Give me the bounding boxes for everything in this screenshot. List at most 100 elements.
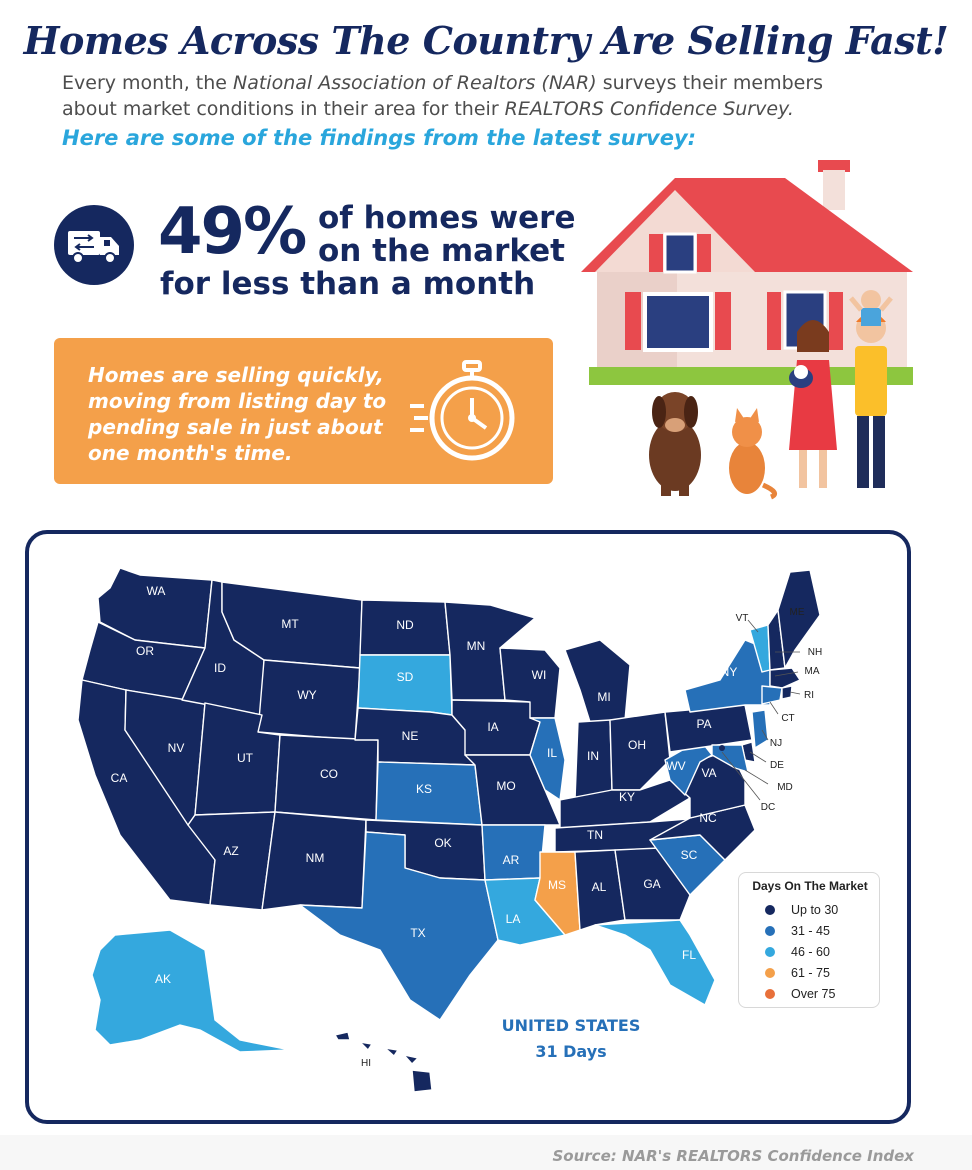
- intro-text: Every month, the: [62, 72, 233, 94]
- label-wi: WI: [532, 668, 547, 682]
- label-tn: TN: [587, 828, 603, 842]
- label-hi: HI: [361, 1058, 371, 1069]
- stat-line-2: on the market: [318, 233, 566, 269]
- label-ct: CT: [781, 713, 794, 724]
- label-nh: NH: [808, 647, 822, 658]
- state-mi: [564, 639, 631, 723]
- callout-line-2: moving from listing day to: [88, 389, 387, 413]
- label-me: ME: [790, 607, 805, 618]
- label-ca: CA: [111, 771, 128, 785]
- stat-line-3: for less than a month: [160, 266, 536, 302]
- legend-item: 31 - 45: [765, 922, 830, 938]
- label-ak: AK: [155, 972, 171, 986]
- label-wv: WV: [666, 759, 685, 773]
- legend-swatch: [765, 904, 775, 915]
- state-il: [529, 717, 566, 801]
- label-al: AL: [592, 880, 607, 894]
- legend-swatch: [765, 967, 775, 978]
- state-fl: [594, 919, 716, 1006]
- state-oh: [609, 711, 671, 791]
- leader-line: [744, 769, 769, 785]
- label-oh: OH: [628, 738, 646, 752]
- label-co: CO: [320, 767, 338, 781]
- label-sc: SC: [681, 848, 698, 862]
- legend-label: 61 - 75: [791, 965, 830, 980]
- label-md: MD: [777, 782, 793, 793]
- callout-line-4: one month's time.: [88, 441, 293, 465]
- label-ky: KY: [619, 790, 635, 804]
- intro-line-2: about market conditions in their area fo…: [62, 98, 794, 120]
- legend-swatch: [765, 946, 775, 957]
- legend-label: Up to 30: [791, 902, 839, 917]
- label-ks: KS: [416, 782, 432, 796]
- legend-label: Over 75: [791, 986, 836, 1001]
- leader-line: [747, 619, 759, 633]
- legend-item: Up to 30: [765, 901, 838, 917]
- label-mt: MT: [281, 617, 299, 631]
- state-md: [711, 744, 749, 773]
- label-pa: PA: [696, 717, 711, 731]
- label-ri: RI: [804, 690, 814, 701]
- legend-swatch: [765, 925, 775, 936]
- leader-line: [761, 729, 769, 741]
- intro-text: about market conditions in their area fo…: [62, 98, 505, 120]
- stat-percent: 49%: [158, 195, 307, 269]
- dc-marker: [719, 745, 725, 751]
- state-tx: [299, 831, 499, 1021]
- label-or: OR: [136, 644, 154, 658]
- label-va: VA: [701, 766, 716, 780]
- house-family-illustration: [575, 150, 920, 504]
- label-tx: TX: [410, 926, 425, 940]
- state-sd: [357, 654, 453, 716]
- page-title: Homes Across The Country Are Selling Fas…: [23, 18, 949, 63]
- state-ri: [781, 685, 793, 700]
- legend-label: 31 - 45: [791, 923, 830, 938]
- label-in: IN: [587, 749, 599, 763]
- stat-line-1: of homes were: [318, 200, 576, 236]
- label-id: ID: [214, 661, 226, 675]
- findings-subtitle: Here are some of the findings from the l…: [62, 126, 697, 150]
- state-ak: [91, 929, 291, 1053]
- state-ct: [761, 685, 783, 705]
- leader-line: [769, 701, 779, 715]
- label-ar: AR: [503, 853, 520, 867]
- leader-line: [721, 751, 761, 801]
- legend-swatch: [765, 988, 775, 999]
- label-ms: MS: [548, 878, 566, 892]
- leader-line: [789, 691, 801, 695]
- label-wy: WY: [297, 688, 316, 702]
- label-ut: UT: [237, 751, 254, 765]
- intro-line-1: Every month, the National Association of…: [62, 72, 823, 94]
- legend-item: 46 - 60: [765, 943, 830, 959]
- state-hi: [334, 1031, 433, 1093]
- footer-band: [0, 1135, 972, 1170]
- label-nm: NM: [306, 851, 325, 865]
- label-la: LA: [506, 912, 521, 926]
- state-al: [574, 849, 626, 931]
- callout-line-1: Homes are selling quickly,: [88, 363, 384, 387]
- national-name: UNITED STATES: [501, 1016, 641, 1035]
- label-ga: GA: [643, 877, 660, 891]
- label-mi: MI: [597, 690, 610, 704]
- intro-nar-name: National Association of Realtors (NAR): [233, 72, 597, 94]
- label-ok: OK: [434, 836, 451, 850]
- label-nd: ND: [396, 618, 414, 632]
- label-mn: MN: [467, 639, 486, 653]
- legend-label: 46 - 60: [791, 944, 830, 959]
- label-de: DE: [770, 760, 784, 771]
- label-ny: NY: [721, 665, 738, 679]
- label-dc: DC: [761, 802, 775, 813]
- label-nj: NJ: [770, 738, 782, 749]
- source-credit: Source: NAR's REALTORS Confidence Index: [552, 1147, 915, 1165]
- truck-icon: [54, 205, 134, 285]
- callout-line-3: pending sale in just about: [88, 415, 383, 439]
- leader-line: [774, 671, 799, 677]
- state-nj: [751, 709, 769, 749]
- legend-item: Over 75: [765, 985, 835, 1001]
- label-il: IL: [547, 746, 557, 760]
- intro-survey-name: REALTORS Confidence Survey.: [504, 98, 794, 120]
- label-nv: NV: [168, 741, 185, 755]
- leader-line: [749, 751, 767, 763]
- label-ma: MA: [805, 666, 820, 677]
